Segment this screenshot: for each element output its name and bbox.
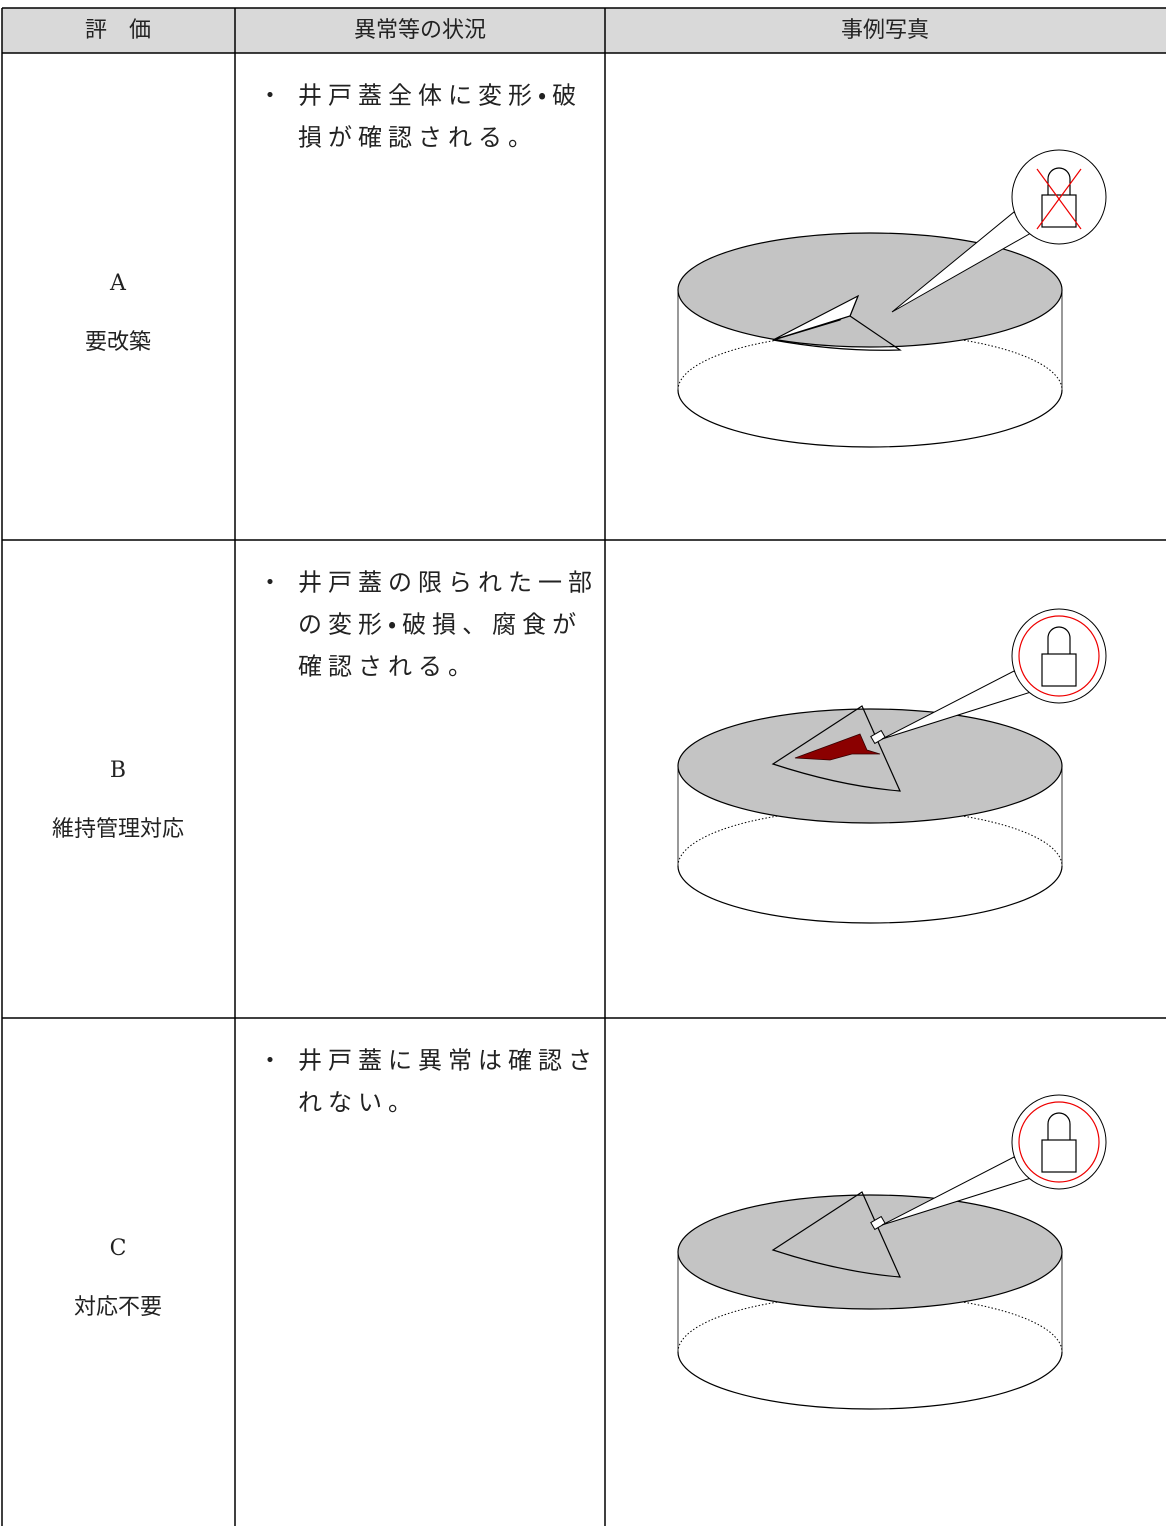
well-cover-illustration	[677, 149, 1107, 448]
callout-circle	[1011, 149, 1107, 245]
padlock-shackle	[1047, 1112, 1071, 1140]
description-line: 損が確認される。	[298, 124, 538, 152]
cylinder-front-edge	[677, 865, 1063, 924]
description-line: れない。	[298, 1089, 418, 1117]
header-cell: 評 価	[85, 18, 151, 43]
cylinder-front-edge	[677, 389, 1063, 448]
grade: B	[110, 758, 126, 783]
description-line: 井戸蓋の限られた一部	[298, 569, 598, 597]
grade-label: 要改築	[85, 330, 151, 355]
table-grid	[1, 7, 1166, 1526]
bullet: ・	[258, 1047, 288, 1075]
bullet: ・	[258, 569, 288, 597]
callout-circle	[1011, 608, 1107, 704]
lid-sector	[771, 705, 901, 792]
padlock-shackle	[1047, 167, 1071, 195]
grade-label: 対応不要	[74, 1295, 162, 1320]
description-line: の変形・破損、腐食が	[298, 611, 582, 639]
padlock-body	[1041, 194, 1077, 228]
padlock-body	[1041, 653, 1077, 687]
lid-fragment	[772, 294, 860, 341]
ok-ring	[1018, 615, 1100, 697]
grade: A	[109, 271, 127, 296]
bullet: ・	[258, 82, 288, 110]
callout-joint	[1015, 205, 1039, 231]
grade: C	[110, 1236, 127, 1261]
header-background	[2, 8, 1166, 53]
callout-circle	[1011, 1094, 1107, 1190]
broken-cross	[1036, 168, 1082, 230]
callout-joint	[1015, 1150, 1039, 1176]
cover-top	[677, 708, 1063, 824]
description-line: 確認される。	[298, 653, 478, 681]
padlock-shackle	[1047, 626, 1071, 654]
well-cover-illustration	[677, 1094, 1107, 1410]
header-cell: 異常等の状況	[354, 18, 486, 43]
lock-mark	[870, 729, 886, 745]
description-line: 井戸蓋に異常は確認さ	[298, 1047, 598, 1075]
header-cell: 事例写真	[841, 18, 929, 43]
cylinder-front-edge	[677, 1351, 1063, 1410]
lock-mark	[870, 1215, 886, 1231]
cover-top	[677, 1194, 1063, 1310]
corrosion	[794, 733, 881, 761]
lid-sector	[771, 1191, 901, 1278]
callout-joint	[1015, 664, 1039, 690]
well-cover-illustration	[677, 608, 1107, 924]
grade-label: 維持管理対応	[52, 817, 184, 842]
ok-ring	[1018, 1101, 1100, 1183]
description-line: 井戸蓋全体に変形・破	[298, 82, 582, 110]
padlock-body	[1041, 1139, 1077, 1173]
